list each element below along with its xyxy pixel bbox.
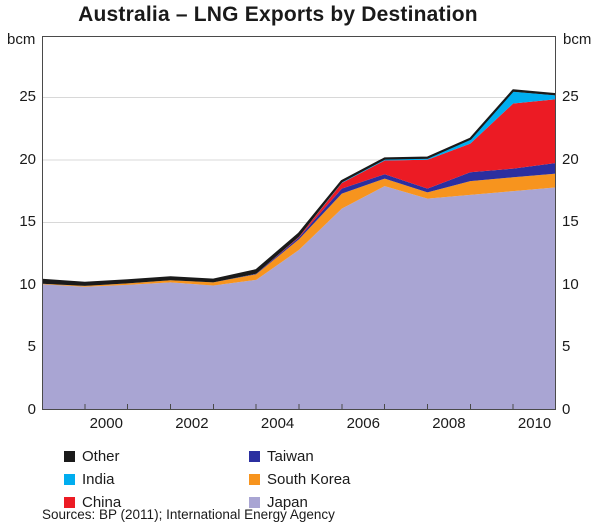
legend-label: Taiwan [267, 448, 314, 465]
legend-label: China [82, 494, 122, 511]
legend-swatch-icon [249, 497, 260, 508]
area-japan [42, 186, 556, 410]
y-tick-label-right: 20 [562, 150, 579, 168]
legend-swatch-icon [249, 451, 260, 462]
x-tick-label: 2006 [346, 415, 380, 432]
x-tick-label: 2008 [432, 415, 466, 432]
y-tick-label-right: 15 [562, 213, 579, 231]
y-tick-label-left: 20 [19, 150, 36, 168]
plot-frame [42, 36, 556, 410]
y-tick-label-right: 5 [562, 338, 571, 356]
y-tick-label-left: 0 [27, 401, 36, 418]
y-tick-label-left: 5 [27, 338, 36, 356]
legend-swatch-icon [64, 451, 75, 462]
chart-title: Australia – LNG Exports by Destination [78, 3, 478, 26]
source-note: Sources: BP (2011); International Energy… [42, 507, 335, 522]
legend-item-taiwan: Taiwan [249, 445, 350, 468]
legend-label: South Korea [267, 471, 351, 488]
legend-swatch-icon [64, 497, 75, 508]
x-tick-label: 2004 [260, 415, 295, 432]
y-tick-label-right: 10 [562, 275, 579, 293]
legend-swatch-icon [249, 474, 260, 485]
y-axis-unit-left: bcm [7, 31, 36, 48]
area-taiwan [42, 163, 556, 286]
y-tick-label-right: 0 [562, 401, 571, 418]
x-tick-label: 2002 [175, 415, 209, 432]
legend-column: Other India China [64, 445, 121, 514]
legend-item-japan: Japan [249, 491, 350, 514]
stack-top-line [41, 89, 557, 284]
x-tick-label: 2010 [517, 415, 552, 432]
legend-label: Japan [267, 494, 308, 511]
y-tick-label-right: 25 [562, 88, 579, 106]
legend-label: India [82, 471, 115, 488]
x-tick-label: 2000 [89, 415, 123, 432]
legend-item-china: China [64, 491, 121, 514]
legend-item-india: India [64, 468, 121, 491]
area-india [42, 91, 556, 286]
stacked-area-plot [41, 36, 557, 410]
area-china [42, 99, 556, 286]
y-tick-label-left: 15 [19, 213, 36, 231]
plot-area [41, 36, 557, 410]
legend-label: Other [82, 448, 120, 465]
legend-item-other: Other [64, 445, 121, 468]
legend-swatch-icon [64, 474, 75, 485]
legend-column: Taiwan South Korea Japan [249, 445, 350, 514]
y-tick-label-left: 10 [19, 275, 36, 293]
legend-item-south-korea: South Korea [249, 468, 350, 491]
y-tick-label-left: 25 [19, 88, 36, 106]
area-south-korea [42, 173, 556, 287]
y-axis-unit-right: bcm [563, 31, 592, 48]
